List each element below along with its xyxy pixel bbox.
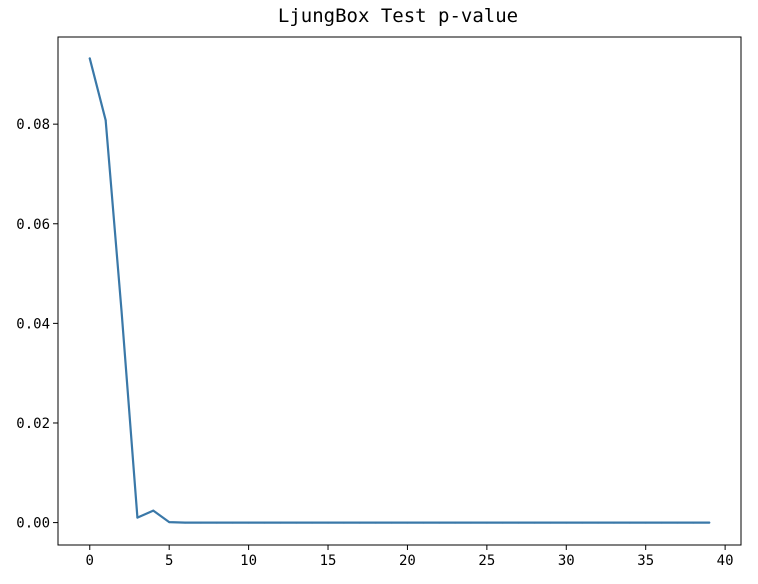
y-tick-label: 0.06 [16,217,50,233]
data-point [628,521,631,524]
data-point [247,521,250,524]
data-point [565,521,568,524]
data-point [485,521,488,524]
data-point [342,521,345,524]
data-point [358,521,361,524]
y-tick-label: 0.08 [16,117,50,133]
y-tick-label: 0.02 [16,416,50,432]
data-point [88,57,91,60]
data-point [517,521,520,524]
data-point [199,521,202,524]
x-tick-label: 15 [320,553,337,569]
data-point [708,521,711,524]
data-point [390,521,393,524]
data-point [533,521,536,524]
data-point [104,119,107,122]
data-point [311,521,314,524]
data-point [581,521,584,524]
data-point [692,521,695,524]
data-point [152,509,155,512]
data-point [438,521,441,524]
series-layer [88,57,711,524]
data-point [120,309,123,312]
x-tick-label: 30 [558,553,575,569]
data-point [374,521,377,524]
y-tick-label: 0.00 [16,516,50,532]
data-point [231,521,234,524]
plot-frame [57,36,742,546]
y-axis: 0.00 0.02 0.04 0.06 0.08 [16,117,58,532]
data-point [676,521,679,524]
x-tick-label: 25 [478,553,495,569]
data-point [184,521,187,524]
data-point [215,521,218,524]
x-tick-label: 0 [86,553,94,569]
data-point [279,521,282,524]
data-point [327,521,330,524]
x-tick-label: 10 [240,553,257,569]
x-tick-label: 5 [165,553,173,569]
data-point [660,521,663,524]
data-point [469,521,472,524]
data-point [295,521,298,524]
x-axis: 0 5 10 15 20 25 30 35 40 [86,545,734,569]
x-tick-label: 35 [637,553,654,569]
x-tick-label: 20 [399,553,416,569]
data-point [501,521,504,524]
chart-title: LjungBox Test p-value [278,5,518,27]
data-point [168,521,171,524]
data-point [612,521,615,524]
y-tick-label: 0.04 [16,316,50,332]
data-point [549,521,552,524]
data-point [406,521,409,524]
data-point [136,516,139,519]
series-line [88,57,711,524]
data-point [422,521,425,524]
data-point [597,521,600,524]
data-point [454,521,457,524]
data-point [263,521,266,524]
data-point [644,521,647,524]
x-tick-label: 40 [717,553,734,569]
